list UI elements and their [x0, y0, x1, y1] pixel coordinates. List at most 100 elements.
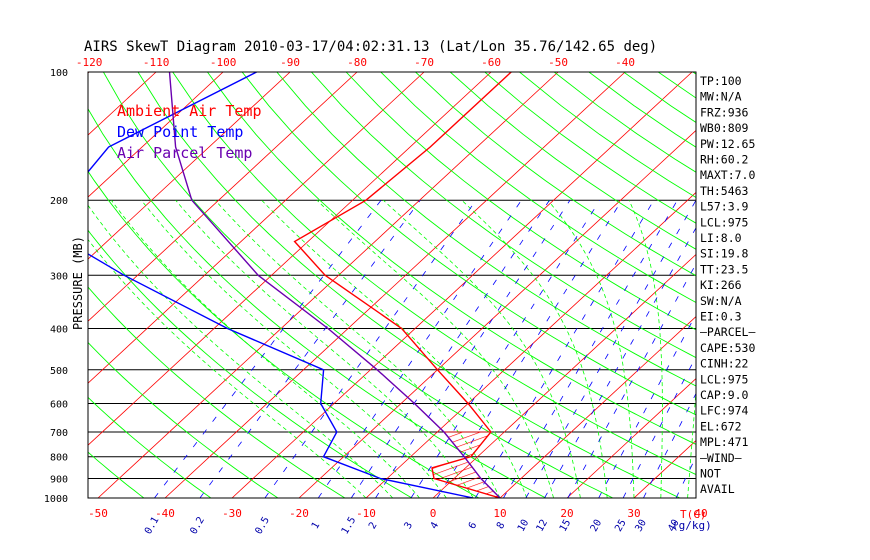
dry-adiabat: [88, 108, 547, 498]
pressure-tick-label: 100: [50, 68, 68, 79]
moist-adiabat: [316, 199, 554, 498]
pressure-tick-label: 200: [50, 196, 68, 207]
moist-adiabat: [383, 199, 581, 498]
pressure-tick-label: 400: [50, 324, 68, 335]
legend-entry: Ambient Air Temp: [117, 102, 262, 120]
pressure-tick-label: 1000: [44, 494, 68, 505]
bottom-temp-tick: -10: [356, 507, 376, 520]
index-entry: TH:5463: [700, 184, 749, 198]
moist-adiabat: [214, 199, 501, 498]
index-entry: —PARCEL—: [700, 325, 755, 339]
index-entry: —WIND—: [700, 451, 742, 465]
moist-adiabat: [461, 199, 608, 498]
top-temp-tick: -90: [280, 56, 300, 69]
mixing-ratio-line: [410, 200, 601, 498]
index-entry: MPL:471: [700, 435, 749, 449]
isotherm-line: [97, 72, 559, 498]
pressure-tick-label: 300: [50, 271, 68, 282]
mixing-ratio-tick: 0.5: [253, 515, 272, 536]
moist-adiabat: [88, 238, 367, 498]
series-ambient-air-temp: [293, 72, 512, 498]
moist-adiabat: [547, 199, 635, 498]
pressure-tick-label: 600: [50, 399, 68, 410]
index-entry: EI:0.3: [700, 310, 742, 324]
mixing-ratio-tick: 40: [666, 518, 682, 534]
dry-adiabat: [103, 72, 614, 498]
dry-adiabat: [88, 451, 145, 498]
isotherm-line: [432, 253, 696, 498]
bottom-temp-tick: -30: [222, 507, 242, 520]
dry-adiabat: [797, 72, 870, 498]
isotherm-line: [231, 72, 693, 498]
top-temp-tick-labels: -120 -110 -100 -90 -80 -70 -60 -50 -40: [76, 56, 635, 69]
index-entry: LI:8.0: [700, 231, 742, 245]
bottom-temp-tick: 20: [560, 507, 573, 520]
mixing-ratio-line: [544, 227, 696, 498]
bottom-temp-tick: 30: [627, 507, 640, 520]
dry-adiabat: [137, 72, 681, 498]
mixing-ratio-tick: 15: [558, 518, 574, 534]
pressure-tick-label: 700: [50, 428, 68, 439]
dry-adiabat: [88, 341, 279, 498]
mixing-ratio-line: [474, 200, 655, 498]
mixing-ratio-line: [350, 200, 550, 498]
series-dew-point-temp: [88, 72, 474, 498]
isotherm-line: [88, 72, 224, 198]
dry-adiabat: [88, 396, 212, 498]
pressure-tick-labels: 100 200 300 400 500 600 700 800 900 1000: [44, 68, 68, 505]
legend: Ambient Air Temp Dew Point Temp Air Parcel…: [117, 102, 262, 162]
index-entry: EL:672: [700, 419, 742, 433]
chart-title: AIRS SkewT Diagram 2010-03-17/04:02:31.1…: [84, 39, 657, 55]
top-temp-tick: -120: [76, 56, 103, 69]
moist-adiabat: [628, 200, 663, 498]
index-entry: CINH:22: [700, 357, 748, 371]
moist-adiabat: [261, 199, 528, 498]
index-entry: MAXT:7.0: [700, 168, 755, 182]
isotherm-line: [499, 315, 696, 498]
index-entry: SW:N/A: [700, 294, 742, 308]
index-entry: LCL:975: [700, 372, 748, 386]
plot-area: [0, 71, 870, 499]
bottom-temp-tick: -40: [155, 507, 175, 520]
isotherm-line: [768, 72, 870, 498]
mixing-ratio-tick: 25: [613, 518, 629, 534]
isotherm-line: [0, 72, 22, 498]
pressure-tick-label: 800: [50, 453, 68, 464]
dry-adiabat: [311, 72, 696, 359]
index-entry: WB0:809: [700, 121, 749, 135]
top-temp-tick: -70: [414, 56, 434, 69]
mixing-ratio-tick: 0.2: [188, 515, 207, 536]
y-axis-label: PRESSURE (MB): [71, 236, 85, 330]
dry-adiabat: [88, 170, 480, 498]
mixing-ratio-tick: 30: [633, 518, 649, 534]
index-entry: CAP:9.0: [700, 388, 749, 402]
moist-adiabat: [110, 199, 420, 498]
dry-adiabat: [762, 72, 870, 498]
moist-adiabat: [141, 199, 447, 498]
index-entry: LFC:974: [700, 404, 749, 418]
isotherm-line: [835, 72, 870, 498]
mixing-ratio-tick: 3: [403, 520, 416, 531]
isotherm-line: [365, 191, 696, 498]
mixing-ratio-line: [525, 200, 696, 498]
mixing-ratio-line: [199, 200, 421, 498]
index-entry: TT:23.5: [700, 262, 748, 276]
isotherm-line: [566, 378, 696, 498]
plot-frame: [87, 71, 697, 499]
isotherm-line: [88, 72, 492, 446]
mixing-ratio-tick: 6: [467, 520, 480, 531]
index-entry: SI:19.8: [700, 247, 749, 261]
pressure-tick-label: 500: [50, 366, 68, 377]
isotherm-line: [88, 72, 425, 384]
bottom-temp-tick-labels: -50 -40 -30 -20 -10 0 10 20 30 40: [88, 507, 708, 520]
index-entry: MW:N/A: [700, 90, 742, 104]
index-entry: PW:12.65: [700, 137, 755, 151]
legend-entry: Air Parcel Temp: [117, 144, 252, 162]
mixing-ratio-tick: 10: [516, 518, 532, 534]
dry-adiabat: [207, 72, 696, 445]
mixing-ratio-tick: 2: [367, 520, 380, 531]
bottom-temp-tick: 40: [694, 507, 707, 520]
index-entry: TP:100: [700, 74, 742, 88]
dry-adiabat: [241, 72, 696, 416]
